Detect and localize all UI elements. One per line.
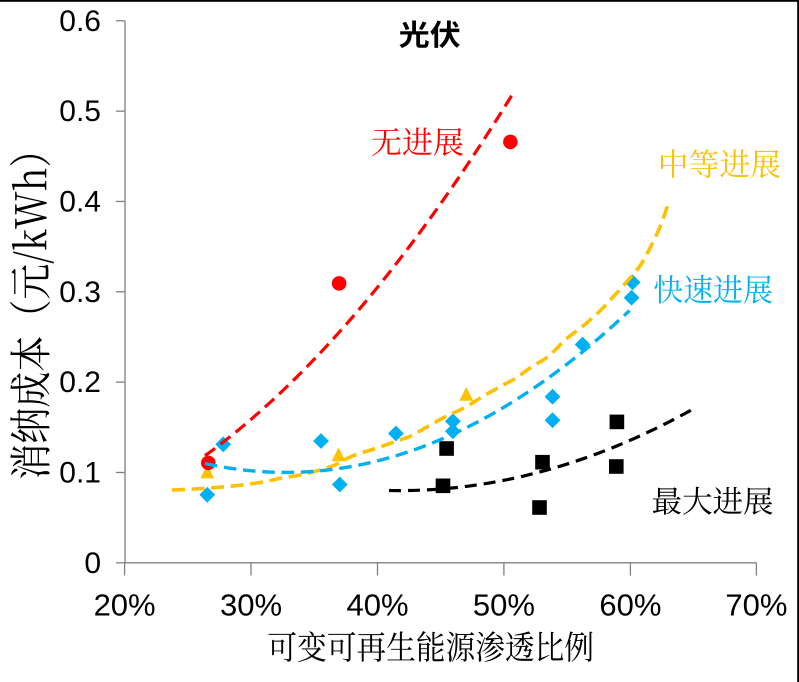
svg-text:70%: 70% bbox=[725, 588, 787, 623]
svg-text:0.5: 0.5 bbox=[59, 95, 101, 128]
svg-text:20%: 20% bbox=[94, 588, 156, 623]
svg-text:0.2: 0.2 bbox=[59, 366, 101, 399]
svg-text:50%: 50% bbox=[473, 588, 535, 623]
svg-text:30%: 30% bbox=[220, 588, 282, 623]
svg-text:0.6: 0.6 bbox=[59, 5, 101, 38]
svg-text:0: 0 bbox=[84, 547, 101, 580]
svg-text:0.4: 0.4 bbox=[59, 186, 101, 219]
svg-text:60%: 60% bbox=[599, 588, 661, 623]
svg-text:40%: 40% bbox=[346, 588, 408, 623]
svg-text:0.1: 0.1 bbox=[59, 457, 101, 490]
svg-text:0.3: 0.3 bbox=[59, 276, 101, 309]
